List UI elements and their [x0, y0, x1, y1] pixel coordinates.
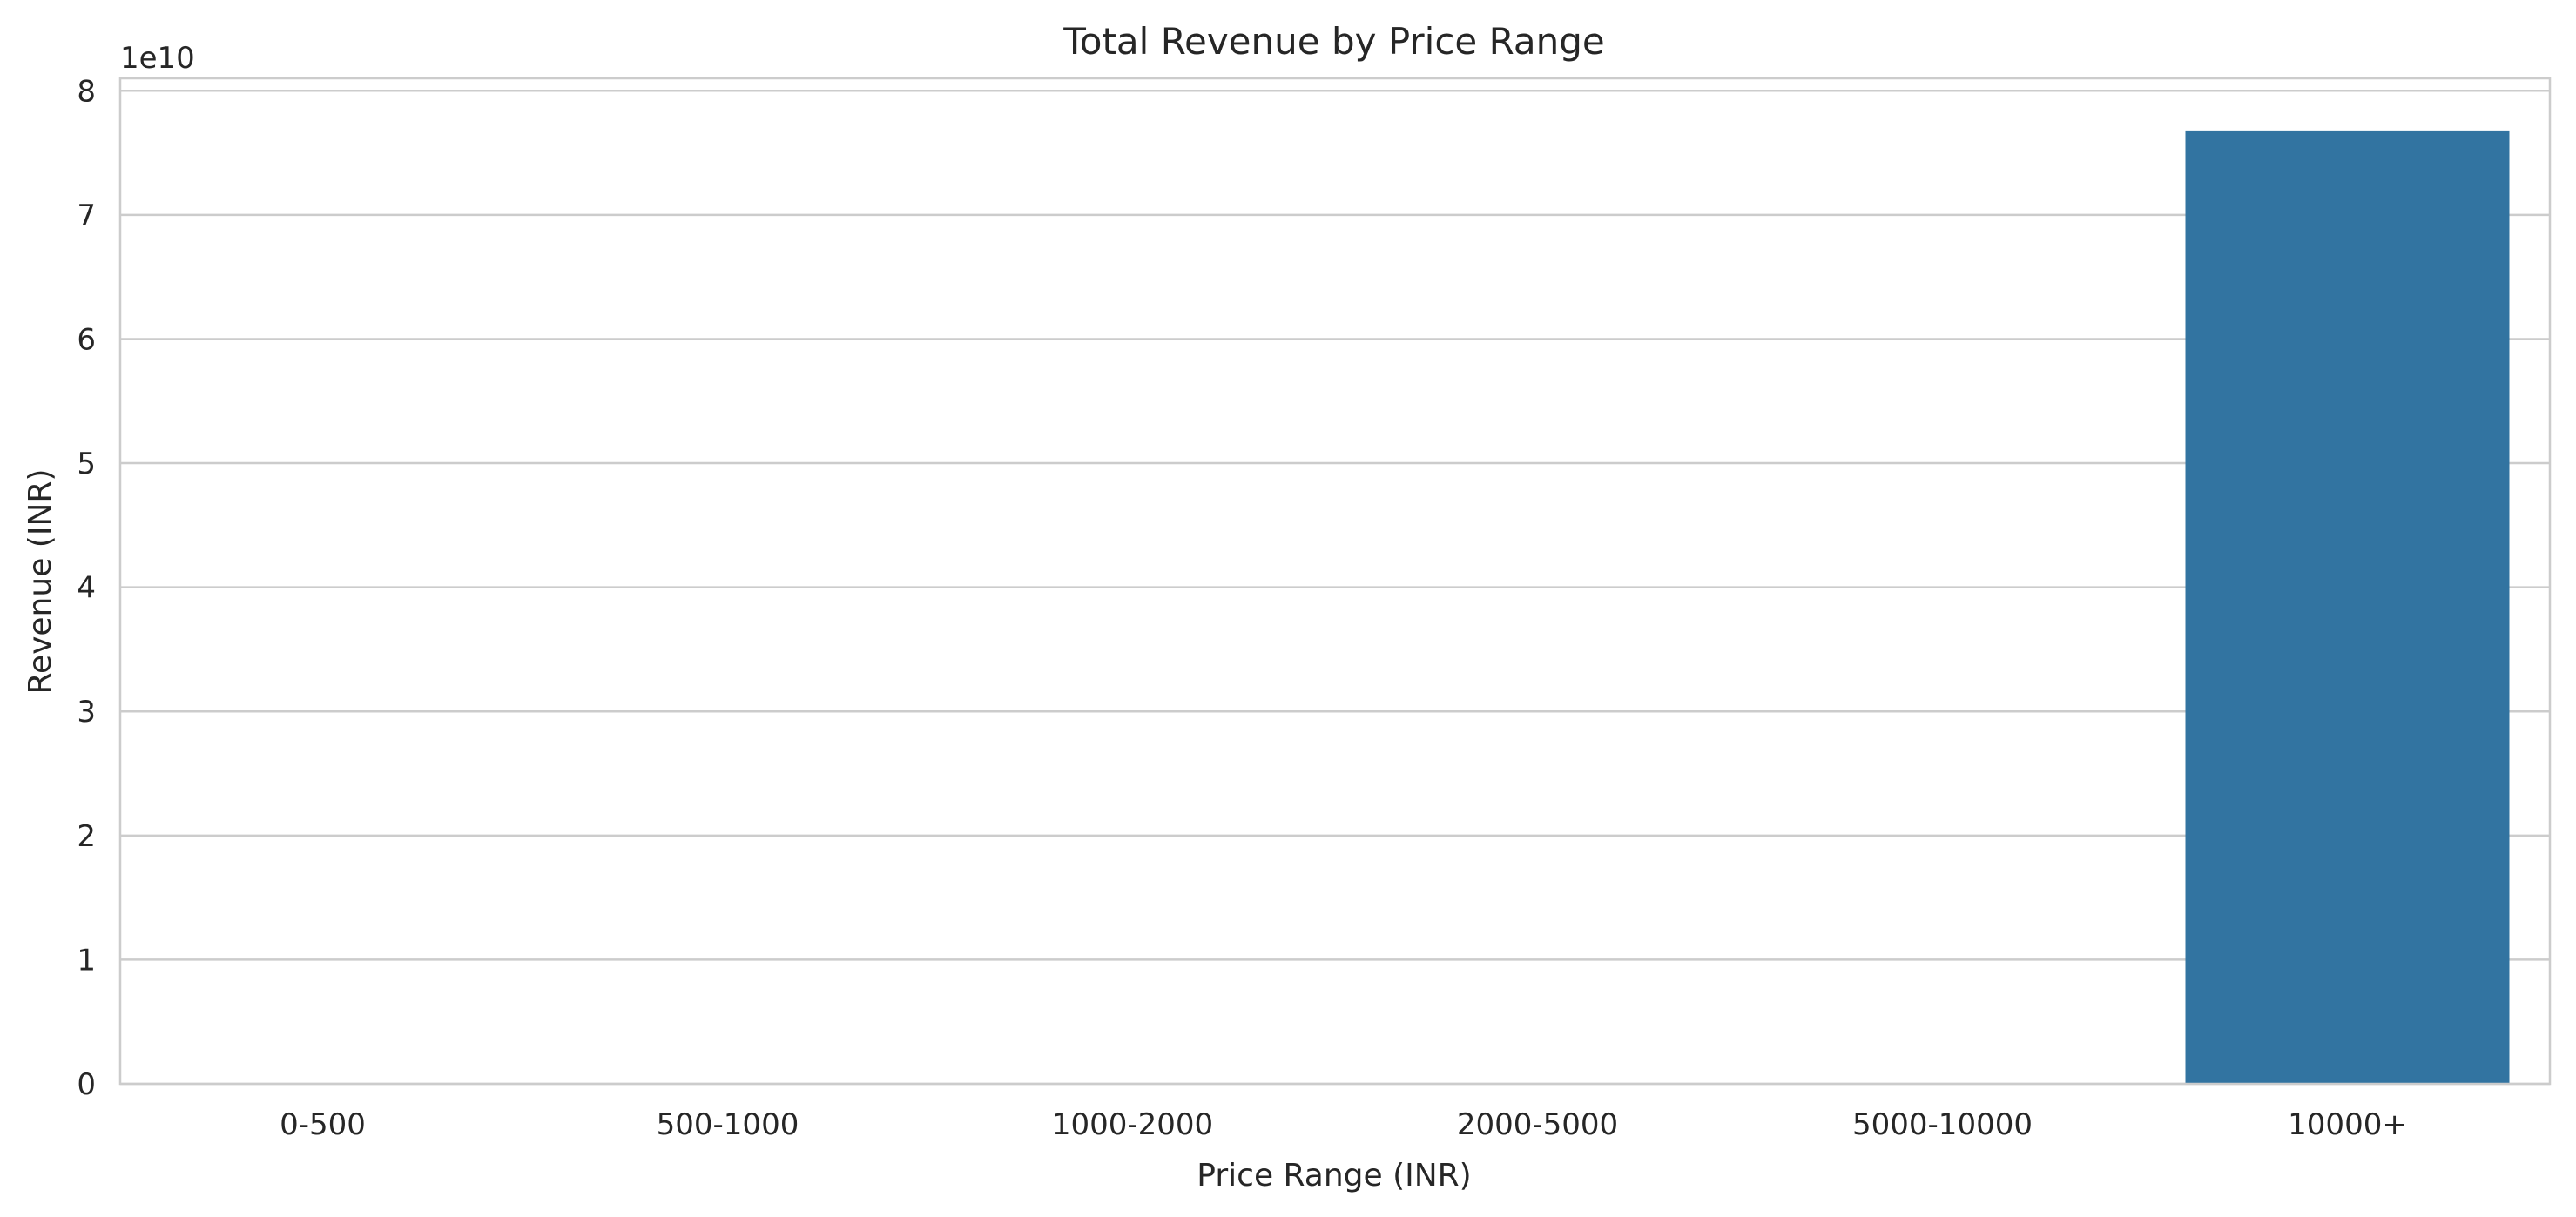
x-tick-label: 10000+	[2288, 1107, 2407, 1142]
y-tick-label: 8	[77, 74, 96, 109]
y-tick-label: 6	[77, 322, 96, 357]
chart-title: Total Revenue by Price Range	[1062, 20, 1605, 63]
x-axis-label: Price Range (INR)	[1197, 1158, 1471, 1193]
x-tick-label: 500-1000	[657, 1107, 799, 1142]
gridlines	[120, 90, 2550, 1086]
y-axis-offset-label: 1e10	[120, 41, 195, 76]
y-tick-label: 1	[77, 943, 96, 978]
x-tick-label: 0-500	[280, 1107, 366, 1142]
bar-10000-	[2185, 130, 2510, 1084]
x-axis-ticks: 0-500 500-1000 1000-2000 2000-5000 5000-1000…	[280, 1107, 2407, 1142]
x-tick-label: 2000-5000	[1457, 1107, 1618, 1142]
y-axis-label: Revenue (INR)	[23, 469, 58, 695]
x-tick-label: 1000-2000	[1052, 1107, 1213, 1142]
y-tick-label: 5	[77, 447, 96, 481]
y-tick-label: 7	[77, 198, 96, 233]
y-tick-label: 3	[77, 695, 96, 730]
y-tick-label: 0	[77, 1067, 96, 1102]
y-tick-label: 4	[77, 571, 96, 606]
x-tick-label: 5000-10000	[1852, 1107, 2033, 1142]
y-axis-ticks: 0 1 2 3 4 5 6 7 8	[77, 74, 96, 1102]
bars	[2185, 130, 2510, 1084]
plot-frame	[118, 77, 2552, 1086]
y-tick-label: 2	[77, 819, 96, 854]
